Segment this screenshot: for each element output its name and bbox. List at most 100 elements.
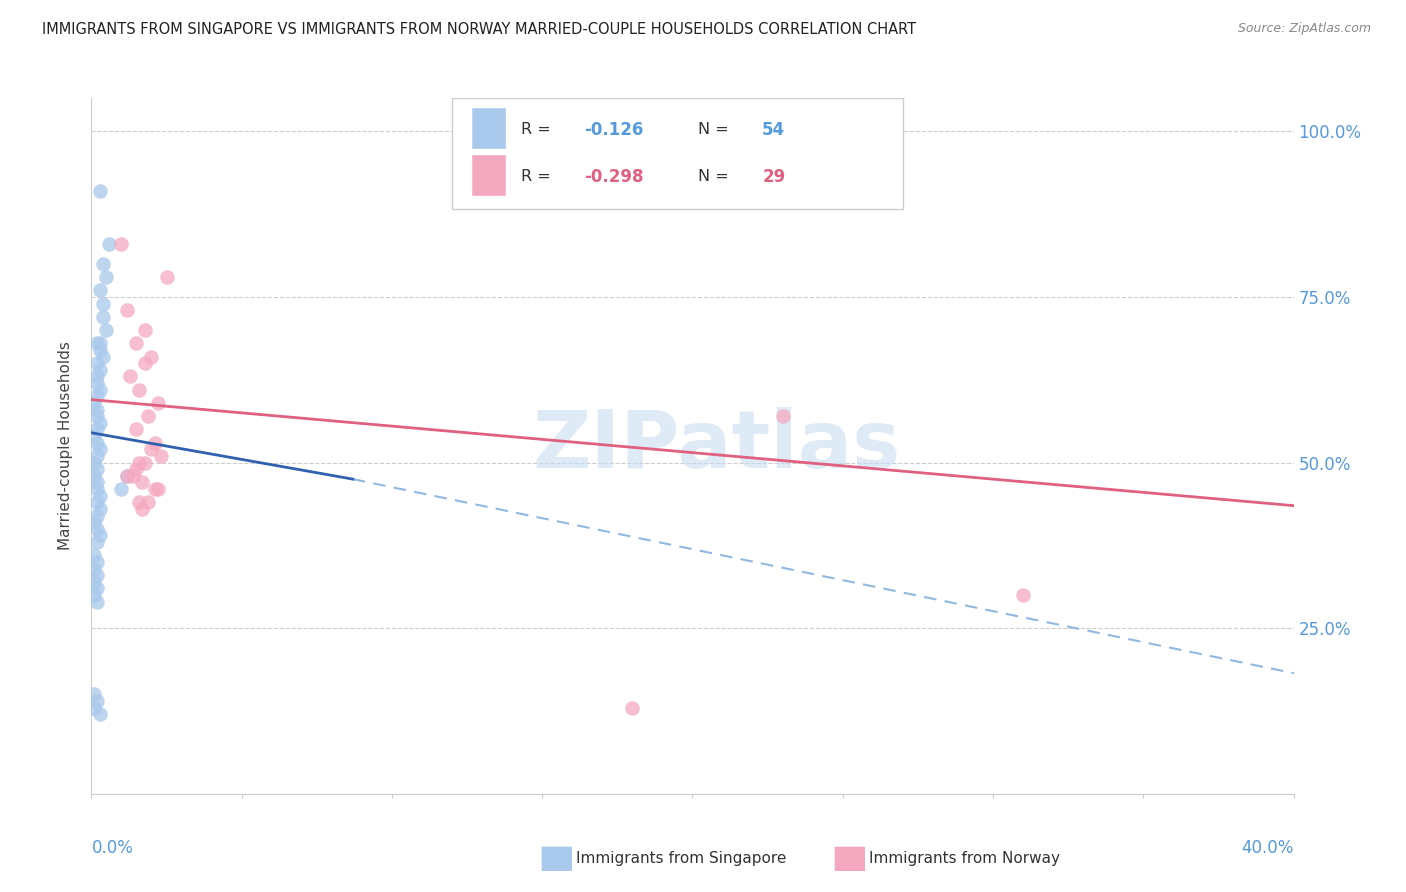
Text: 54: 54 [762,120,786,139]
Point [86,522,108,536]
Point [89,528,111,542]
Point [89,442,111,457]
Point [125,422,148,436]
Point [146,482,169,496]
Point [86,449,108,463]
Point [86,462,108,476]
Text: ZIPatlas: ZIPatlas [533,407,901,485]
Point [89,707,111,722]
Point [86,409,108,424]
Point [86,356,108,370]
Point [141,442,163,457]
Point [134,356,156,370]
Point [83,429,105,443]
Point [83,700,105,714]
Point [83,549,105,563]
Point [86,402,108,417]
Point [134,456,156,470]
Point [1012,588,1035,602]
Point [155,270,177,285]
Bar [472,155,506,195]
Point [89,416,111,430]
Point [86,422,108,436]
Point [86,435,108,450]
Point [125,462,148,476]
Point [110,236,132,251]
Point [110,482,132,496]
Point [89,363,111,377]
Text: N =: N = [699,169,734,185]
Point [117,468,139,483]
Text: R =: R = [520,122,555,137]
Point [621,700,644,714]
Point [89,383,111,397]
Text: R =: R = [520,169,555,185]
Point [122,468,145,483]
Point [89,184,111,198]
Point [93,257,115,271]
Point [86,568,108,582]
Text: Immigrants from Singapore: Immigrants from Singapore [576,851,787,865]
FancyBboxPatch shape [451,98,903,210]
Point [93,350,115,364]
Point [86,595,108,609]
Point [98,236,121,251]
Point [143,482,166,496]
Point [149,449,172,463]
Point [89,502,111,516]
Bar [472,108,506,149]
Point [96,270,118,285]
Text: 40.0%: 40.0% [1241,839,1294,857]
Point [83,396,105,410]
Point [89,343,111,357]
Text: 29: 29 [762,168,786,186]
Point [89,336,111,351]
Point [120,369,142,384]
Point [93,296,115,310]
Point [125,336,148,351]
Point [86,376,108,390]
Y-axis label: Married-couple Households: Married-couple Households [58,342,73,550]
Point [83,688,105,702]
Point [83,468,105,483]
Point [146,396,169,410]
Point [134,323,156,337]
Point [141,350,163,364]
Point [89,489,111,503]
Point [138,409,160,424]
Point [86,582,108,596]
Point [83,561,105,575]
Point [86,508,108,523]
Point [83,588,105,602]
Point [86,389,108,403]
Point [131,475,153,490]
Point [86,694,108,708]
Point [86,482,108,496]
Point [117,303,139,318]
Point [128,456,150,470]
Point [86,475,108,490]
Point [83,456,105,470]
Point [86,555,108,569]
Point [93,310,115,324]
Point [86,369,108,384]
Point [86,535,108,549]
Point [772,409,794,424]
Point [128,383,150,397]
Point [89,283,111,297]
Text: IMMIGRANTS FROM SINGAPORE VS IMMIGRANTS FROM NORWAY MARRIED-COUPLE HOUSEHOLDS CO: IMMIGRANTS FROM SINGAPORE VS IMMIGRANTS … [42,22,917,37]
Text: 0.0%: 0.0% [91,839,134,857]
Point [143,435,166,450]
Point [131,502,153,516]
Point [86,336,108,351]
Point [128,495,150,509]
Point [83,515,105,529]
Point [138,495,160,509]
Text: Source: ZipAtlas.com: Source: ZipAtlas.com [1237,22,1371,36]
Text: N =: N = [699,122,734,137]
Point [83,574,105,589]
Text: Immigrants from Norway: Immigrants from Norway [869,851,1060,865]
Point [117,468,139,483]
Text: -0.126: -0.126 [585,120,644,139]
Text: -0.298: -0.298 [585,168,644,186]
